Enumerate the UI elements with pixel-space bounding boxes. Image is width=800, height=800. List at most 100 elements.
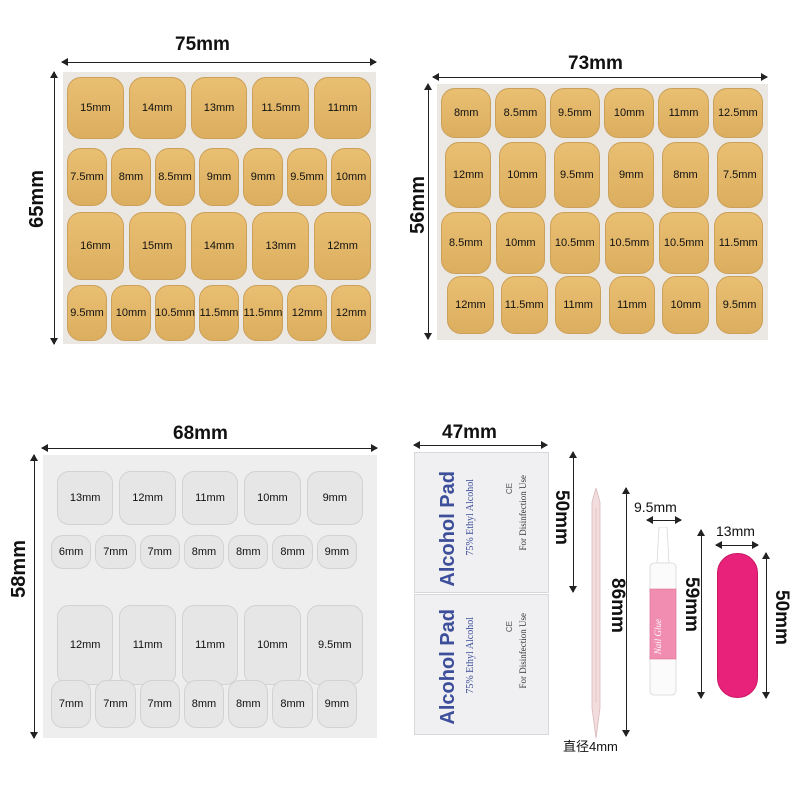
panel-tan-small-height-label: 56mm: [407, 176, 429, 234]
panel-tan-small-tab: 10mm: [604, 88, 655, 138]
tab-size-label: 8mm: [280, 546, 305, 558]
alcohol-pad-2-use: For Disinfection Use: [518, 613, 528, 689]
alcohol-pad-1-ce-mark: CE: [505, 483, 514, 495]
panel-tan-small-tab: 7.5mm: [716, 142, 763, 208]
tab-size-label: 9.5mm: [558, 107, 592, 119]
panel-tan-small-width-label: 73mm: [568, 53, 623, 74]
panel-clear-tab: 11mm: [181, 471, 239, 525]
panel-tan-large-width-label: 75mm: [175, 34, 230, 55]
tab-size-label: 9mm: [618, 169, 644, 181]
panel-clear-width-label: 68mm: [173, 423, 228, 444]
nail-glue-label: Nail Glue: [653, 619, 663, 655]
tab-size-label: 9mm: [250, 171, 276, 183]
tab-size-label: 12mm: [69, 639, 101, 651]
panel-tan-small-tab: 12.5mm: [712, 88, 763, 138]
alcohol-pad-2: Alcohol Pad 75% Ethyl Alcohol CE For Dis…: [414, 594, 549, 735]
tab-size-label: 11.5mm: [199, 307, 239, 319]
tab-size-label: 8mm: [453, 107, 479, 119]
tab-size-label: 14mm: [141, 102, 173, 114]
panel-clear-tab: 9mm: [306, 471, 363, 525]
tab-size-label: 9.5mm: [290, 171, 324, 183]
panel-tan-large-tab: 13mm: [190, 77, 248, 139]
panel-tan-small-tab: 8mm: [662, 142, 709, 208]
nail-file: [717, 553, 758, 698]
tab-size-label: 7mm: [103, 698, 128, 710]
tab-size-label: 13mm: [265, 240, 297, 252]
tab-size-label: 11.5mm: [504, 299, 544, 311]
panel-tan-large-tab: 8mm: [111, 148, 151, 206]
panel-tan-small-tab: 10mm: [499, 142, 546, 208]
panel-tan-small-tab: 10.5mm: [550, 212, 600, 274]
tab-size-label: 12mm: [455, 299, 486, 311]
tab-size-label: 14mm: [203, 240, 235, 252]
panel-clear-tab: 7mm: [95, 535, 136, 569]
tab-size-label: 10mm: [504, 237, 536, 249]
panel-tan-large-tab: 9mm: [199, 148, 239, 206]
panel-clear-tab: 8mm: [228, 535, 269, 569]
tab-size-label: 8mm: [236, 698, 261, 710]
panel-tan-large-tab: 12mm: [287, 285, 327, 341]
panel-clear-tab: 10mm: [244, 605, 301, 685]
tab-size-label: 10mm: [507, 169, 538, 181]
tab-size-label: 9.5mm: [560, 169, 594, 181]
panel-tan-large-tab: 12mm: [331, 285, 371, 341]
panel-tan-large-tab: 8.5mm: [155, 148, 195, 206]
alcohol-pad-1-title: Alcohol Pad: [437, 471, 459, 587]
nail-glue-width-label: 9.5mm: [634, 499, 677, 515]
panel-tan-small-tab: 9.5mm: [716, 276, 763, 334]
panel-tan-small-tab: 8mm: [441, 88, 492, 138]
cuticle-stick-shape: [591, 486, 601, 739]
panel-tan-large-tab: 16mm: [67, 212, 124, 280]
panel-clear-tab: 12mm: [57, 605, 114, 685]
panel-clear-tab: 9mm: [316, 535, 357, 569]
panel-tan-small-height-arrow: [424, 83, 432, 340]
panel-clear-tab: 9mm: [316, 680, 357, 728]
tab-size-label: 15mm: [80, 102, 111, 114]
tab-size-label: 8mm: [118, 171, 144, 183]
nail-file-height-arrow: [762, 552, 770, 699]
tab-size-label: 7mm: [103, 546, 128, 558]
nail-glue-height-label: 59mm: [681, 577, 702, 632]
tab-size-label: 8mm: [191, 546, 217, 558]
panel-tan-small-tab: 8.5mm: [495, 88, 546, 138]
panel-tan-large-tab: 9.5mm: [287, 148, 327, 206]
tab-size-label: 13mm: [203, 102, 235, 114]
panel-tan-large-sheet: 15mm 14mm 13mm 11.5mm 11mm 7.5mm 8mm 8.5mm 9mm 9m…: [63, 72, 376, 344]
tab-size-label: 11mm: [327, 102, 358, 114]
tab-size-label: 11.5mm: [261, 102, 301, 114]
panel-clear-tab: 13mm: [57, 471, 114, 525]
tab-size-label: 12.5mm: [717, 107, 758, 119]
tab-size-label: 12mm: [327, 240, 358, 252]
panel-tan-large-tab: 9mm: [243, 148, 283, 206]
panel-tan-large-tab: 7.5mm: [67, 148, 107, 206]
panel-tan-small-tab: 10.5mm: [659, 212, 709, 274]
panel-tan-large-tab: 9.5mm: [67, 285, 107, 341]
panel-tan-small-sheet: 8mm 8.5mm 9.5mm 10mm 11mm 12.5mm 12mm 10mm 9.5mm…: [437, 84, 768, 340]
alcohol-pad-1-subtitle: 75% Ethyl Alcohol: [465, 479, 476, 556]
tab-size-label: 10mm: [670, 299, 702, 311]
nail-glue-bottle-shape: [649, 526, 677, 696]
cuticle-stick-diameter-label: 直径4mm: [563, 739, 618, 754]
panel-clear-tab: 8mm: [183, 680, 225, 728]
panel-clear-tab: 11mm: [181, 605, 239, 685]
panel-clear-tab: 6mm: [51, 535, 92, 569]
tab-size-label: 8.5mm: [448, 237, 483, 249]
tab-size-label: 8mm: [191, 698, 217, 710]
panel-tan-small-tab: 9.5mm: [553, 142, 600, 208]
tab-size-label: 8mm: [236, 546, 261, 558]
tab-size-label: 15mm: [141, 240, 173, 252]
panel-tan-small-tab: 11.5mm: [713, 212, 763, 274]
panel-tan-large-width-arrow: [61, 58, 377, 66]
panel-tan-small-tab: 9.5mm: [549, 88, 600, 138]
tab-size-label: 8.5mm: [503, 107, 538, 119]
panel-tan-large-tab: 10mm: [331, 148, 371, 206]
panel-tan-small-tab: 11mm: [554, 276, 602, 334]
tab-size-label: 9mm: [324, 698, 350, 710]
nail-file-height-label: 50mm: [771, 590, 792, 645]
tab-size-label: 9.5mm: [317, 639, 352, 651]
panel-clear-tab: 8mm: [272, 680, 313, 728]
panel-tan-small-tab: 9mm: [608, 142, 655, 208]
tab-size-label: 10mm: [257, 639, 288, 651]
nail-glue-height-arrow: [697, 529, 705, 699]
tab-size-label: 11mm: [132, 639, 163, 651]
